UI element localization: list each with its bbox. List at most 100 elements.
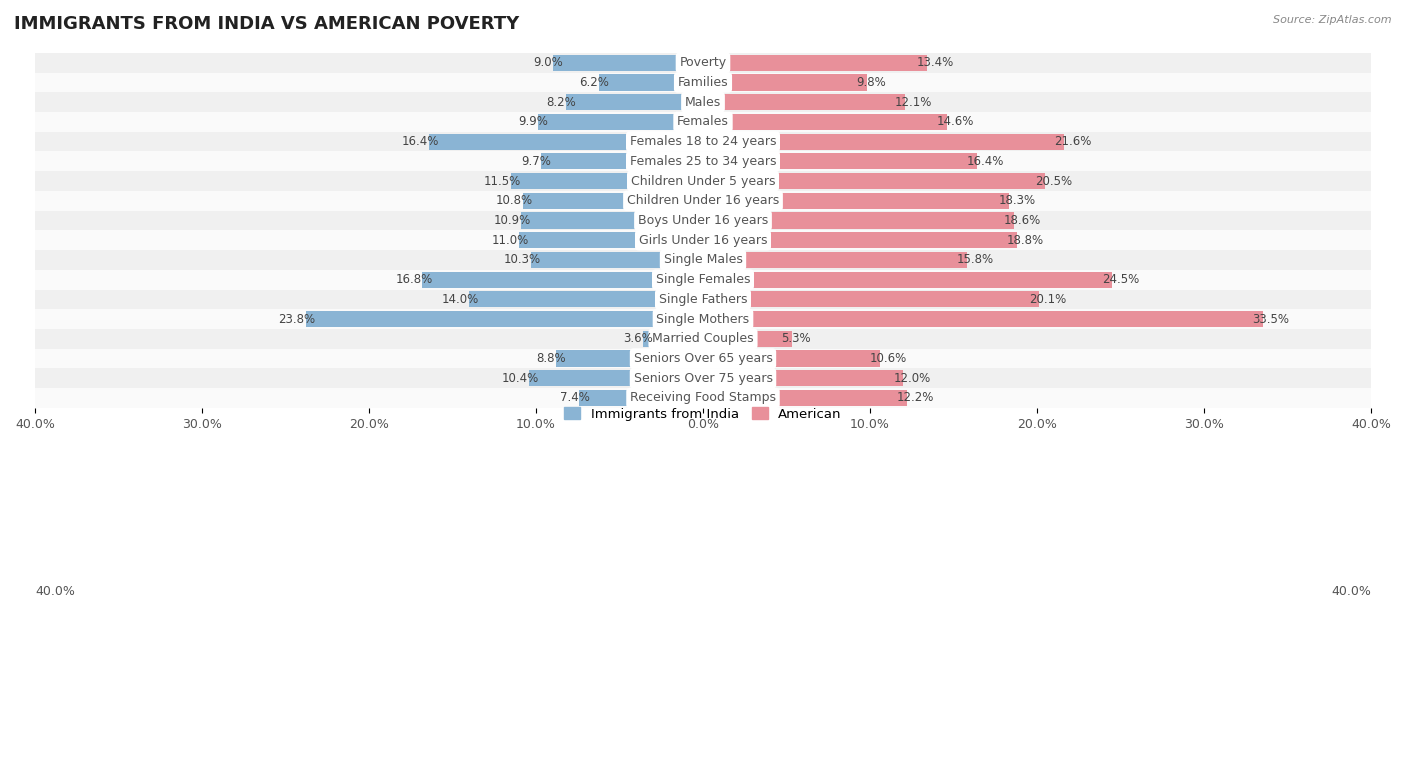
Bar — [703, 311, 1263, 327]
Text: 18.8%: 18.8% — [1007, 233, 1045, 247]
Text: 9.8%: 9.8% — [856, 76, 886, 89]
Bar — [703, 74, 866, 90]
Bar — [703, 193, 1008, 209]
Text: 9.7%: 9.7% — [522, 155, 551, 168]
Text: 11.5%: 11.5% — [484, 174, 522, 187]
Text: 23.8%: 23.8% — [278, 312, 315, 326]
Bar — [35, 309, 1371, 329]
Text: Receiving Food Stamps: Receiving Food Stamps — [630, 391, 776, 405]
Text: Females 25 to 34 years: Females 25 to 34 years — [630, 155, 776, 168]
Bar — [35, 92, 1371, 112]
Text: 18.3%: 18.3% — [998, 194, 1036, 207]
Text: 7.4%: 7.4% — [560, 391, 589, 405]
Text: 3.6%: 3.6% — [623, 332, 652, 346]
Bar — [555, 350, 703, 367]
Bar — [541, 153, 703, 170]
Text: Poverty: Poverty — [679, 56, 727, 69]
Bar — [35, 191, 1371, 211]
Text: 8.8%: 8.8% — [537, 352, 567, 365]
Bar — [703, 153, 977, 170]
Text: 12.0%: 12.0% — [893, 371, 931, 385]
Text: 20.1%: 20.1% — [1029, 293, 1066, 306]
Bar — [35, 132, 1371, 152]
Bar — [429, 133, 703, 150]
Text: Single Males: Single Males — [664, 253, 742, 267]
Text: 9.9%: 9.9% — [517, 115, 548, 128]
Bar — [523, 193, 703, 209]
Bar — [643, 330, 703, 347]
Bar — [35, 270, 1371, 290]
Text: Single Females: Single Females — [655, 273, 751, 287]
Bar — [567, 94, 703, 110]
Bar — [522, 212, 703, 229]
Bar — [529, 370, 703, 387]
Bar — [470, 291, 703, 308]
Text: Source: ZipAtlas.com: Source: ZipAtlas.com — [1274, 15, 1392, 25]
Text: 12.1%: 12.1% — [896, 96, 932, 108]
Bar — [35, 230, 1371, 250]
Bar — [703, 350, 880, 367]
Text: 16.8%: 16.8% — [395, 273, 433, 287]
Text: 21.6%: 21.6% — [1053, 135, 1091, 148]
Text: Boys Under 16 years: Boys Under 16 years — [638, 214, 768, 227]
Text: Males: Males — [685, 96, 721, 108]
Bar — [553, 55, 703, 70]
Bar — [703, 55, 927, 70]
Text: 9.0%: 9.0% — [533, 56, 562, 69]
Text: 40.0%: 40.0% — [1331, 585, 1371, 598]
Text: 40.0%: 40.0% — [35, 585, 75, 598]
Text: 24.5%: 24.5% — [1102, 273, 1139, 287]
Text: 15.8%: 15.8% — [957, 253, 994, 267]
Text: 5.3%: 5.3% — [782, 332, 811, 346]
Bar — [35, 171, 1371, 191]
Text: 10.3%: 10.3% — [503, 253, 541, 267]
Text: Single Fathers: Single Fathers — [659, 293, 747, 306]
Text: Females: Females — [678, 115, 728, 128]
Bar — [703, 330, 792, 347]
Text: 8.2%: 8.2% — [547, 96, 576, 108]
Bar — [35, 250, 1371, 270]
Bar — [35, 388, 1371, 408]
Bar — [703, 252, 967, 268]
Text: 10.9%: 10.9% — [494, 214, 531, 227]
Bar — [703, 291, 1039, 308]
Text: Children Under 5 years: Children Under 5 years — [631, 174, 775, 187]
Text: 16.4%: 16.4% — [402, 135, 439, 148]
Text: 12.2%: 12.2% — [897, 391, 934, 405]
Bar — [35, 112, 1371, 132]
Text: Children Under 16 years: Children Under 16 years — [627, 194, 779, 207]
Text: 14.6%: 14.6% — [936, 115, 974, 128]
Bar — [35, 152, 1371, 171]
Text: Single Mothers: Single Mothers — [657, 312, 749, 326]
Text: Married Couples: Married Couples — [652, 332, 754, 346]
Bar — [35, 290, 1371, 309]
Bar — [703, 133, 1064, 150]
Text: Families: Families — [678, 76, 728, 89]
Text: Seniors Over 75 years: Seniors Over 75 years — [634, 371, 772, 385]
Bar — [422, 271, 703, 288]
Text: Seniors Over 65 years: Seniors Over 65 years — [634, 352, 772, 365]
Bar — [519, 232, 703, 249]
Text: 10.4%: 10.4% — [502, 371, 540, 385]
Bar — [703, 94, 905, 110]
Bar — [703, 114, 946, 130]
Text: 14.0%: 14.0% — [441, 293, 479, 306]
Bar — [703, 232, 1017, 249]
Text: 20.5%: 20.5% — [1035, 174, 1073, 187]
Bar — [35, 368, 1371, 388]
Text: IMMIGRANTS FROM INDIA VS AMERICAN POVERTY: IMMIGRANTS FROM INDIA VS AMERICAN POVERT… — [14, 15, 519, 33]
Text: 10.6%: 10.6% — [870, 352, 907, 365]
Bar — [703, 390, 907, 406]
Bar — [35, 329, 1371, 349]
Bar — [35, 53, 1371, 73]
Bar — [35, 73, 1371, 92]
Text: 10.8%: 10.8% — [495, 194, 533, 207]
Bar — [305, 311, 703, 327]
Bar — [703, 212, 1014, 229]
Text: Girls Under 16 years: Girls Under 16 years — [638, 233, 768, 247]
Text: Females 18 to 24 years: Females 18 to 24 years — [630, 135, 776, 148]
Bar — [510, 173, 703, 190]
Bar — [703, 173, 1046, 190]
Bar — [531, 252, 703, 268]
Text: 33.5%: 33.5% — [1253, 312, 1289, 326]
